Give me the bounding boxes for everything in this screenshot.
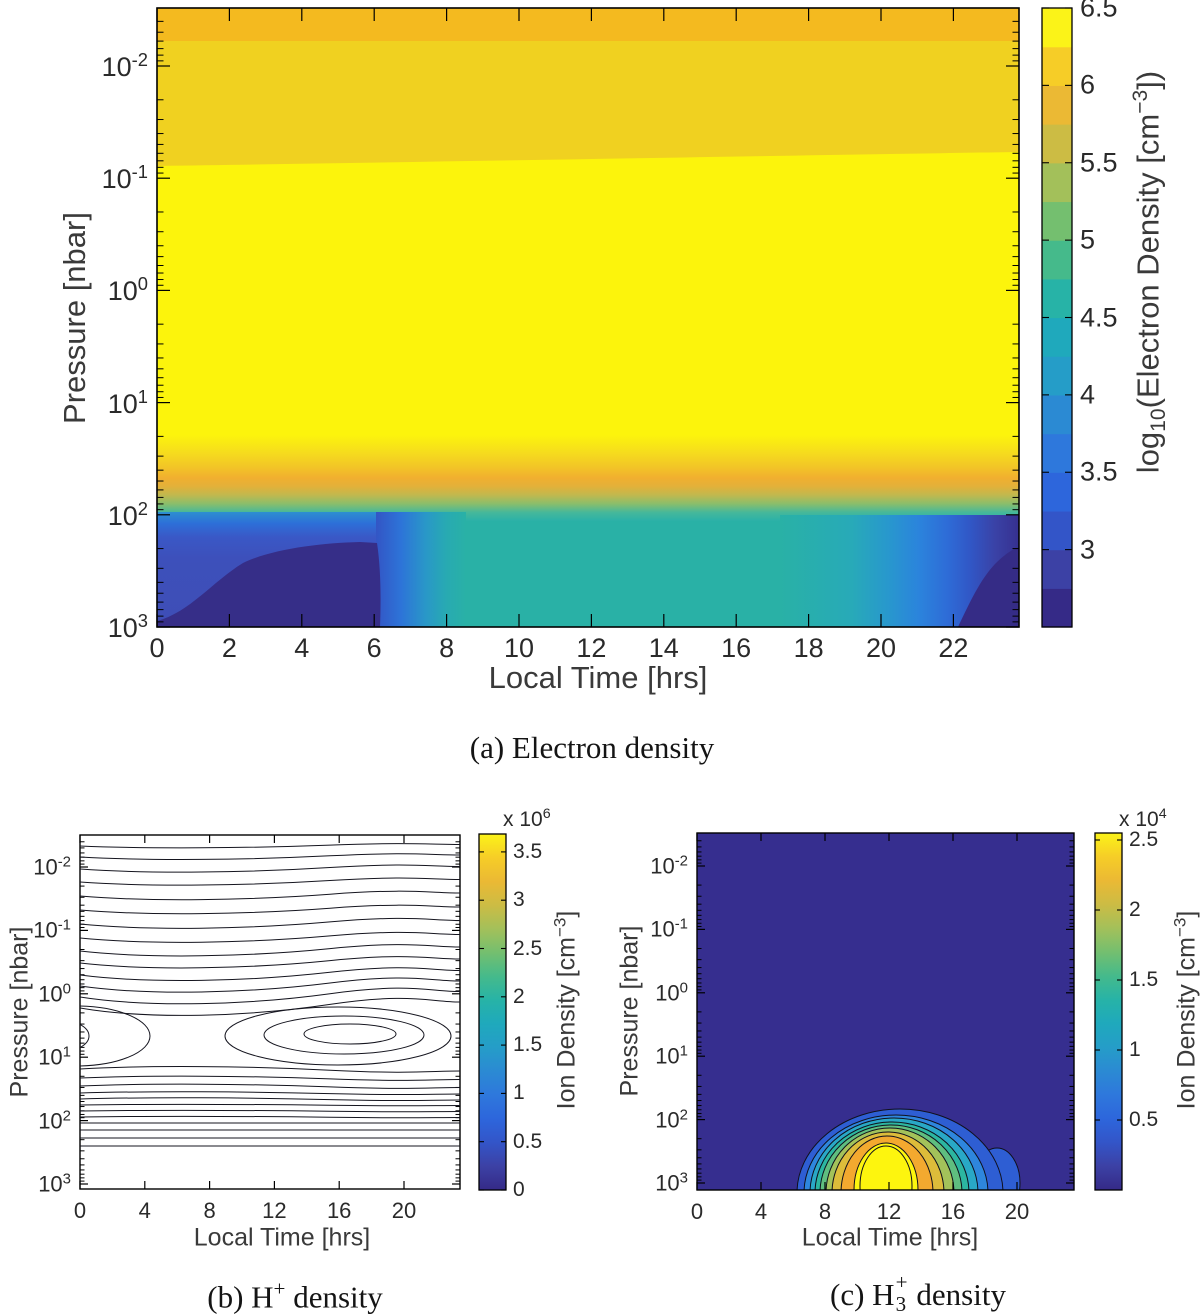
y-tick-label: 10-2 <box>33 853 71 880</box>
x-tick-label: 2 <box>221 633 237 663</box>
colorbar-tick-label: 0.5 <box>513 1129 543 1153</box>
plot-b-ylabel: Pressure [nbar] <box>5 926 34 1098</box>
colorbar-tick-label: 0 <box>513 1178 525 1201</box>
caption-c: (c) H +3 density <box>830 1269 1006 1316</box>
x-tick-label: 22 <box>938 633 969 663</box>
colorbar-tick-label: 4 <box>1080 379 1096 410</box>
x-tick-label: 12 <box>876 1199 902 1224</box>
x-tick-label: 14 <box>648 633 679 663</box>
y-tick-label: 10-1 <box>33 916 71 943</box>
plot-a-colorbar-label: log10(Electron Density [cm−3]) <box>1129 70 1170 474</box>
y-tick-label: 100 <box>107 273 148 307</box>
colorbar-tick-label: 6.5 <box>1080 0 1118 23</box>
colorbar <box>1041 7 1073 628</box>
x-tick-label: 16 <box>326 1198 352 1223</box>
plot-c-colorbar-label: Ion Density [cm−3] <box>1170 910 1200 1110</box>
x-tick-label: 4 <box>138 1198 151 1223</box>
y-tick-label: 100 <box>655 979 688 1006</box>
caption-b: (b) H+ density <box>207 1276 383 1315</box>
colorbar-tick-label: 2.5 <box>513 936 543 960</box>
colorbar-tick-label: 2 <box>1129 898 1141 921</box>
colorbar-tick-label: 0.5 <box>1129 1108 1159 1131</box>
x-tick-label: 0 <box>149 633 165 663</box>
x-tick-label: 20 <box>1004 1199 1030 1224</box>
x-tick-label: 0 <box>73 1198 87 1223</box>
axis-ticks <box>156 7 1020 628</box>
x-tick-label: 16 <box>721 633 752 663</box>
dusk-depletion-corner <box>958 547 1019 627</box>
colorbar-tick-label: 6 <box>1080 69 1096 100</box>
y-tick-label: 103 <box>655 1169 688 1196</box>
colorbar-tick-label: 2.5 <box>1129 828 1159 851</box>
colorbar-tick-label: 1 <box>513 1081 525 1105</box>
colorbar-tick-label: 3.5 <box>1080 456 1118 487</box>
y-tick-label: 103 <box>38 1170 71 1197</box>
plot-b-contour-lines <box>80 843 460 1147</box>
y-tick-label: 10-2 <box>101 48 148 83</box>
colorbar <box>1094 832 1123 1191</box>
x-tick-label: 8 <box>439 633 455 663</box>
y-tick-label: 10-1 <box>101 161 148 195</box>
x-tick-label: 8 <box>818 1199 832 1224</box>
x-tick-label: 20 <box>865 633 897 663</box>
plot-b-xlabel: Local Time [hrs] <box>193 1223 371 1252</box>
plot-c-colorbar-multiplier: x 104 <box>1119 806 1167 831</box>
y-tick-label: 102 <box>107 497 148 531</box>
plot-c-xlabel: Local Time [hrs] <box>801 1223 979 1252</box>
colorbar-tick-label: 3 <box>1080 534 1096 565</box>
x-tick-label: 6 <box>366 633 382 663</box>
y-tick-label: 10-1 <box>650 915 688 942</box>
x-tick-label: 4 <box>754 1199 768 1224</box>
colorbar <box>478 833 507 1191</box>
plot-a-xlabel: Local Time [hrs] <box>488 660 708 695</box>
plot-a-surface <box>157 8 1019 627</box>
colorbar-tick-label: 3.5 <box>513 839 543 863</box>
plot-a-ylabel: Pressure [nbar] <box>57 212 92 424</box>
colorbar-tick-label: 5.5 <box>1080 147 1118 178</box>
plot-c-surface <box>697 833 1074 1190</box>
colorbar-tick-label: 1.5 <box>513 1033 543 1057</box>
x-tick-label: 12 <box>262 1198 287 1223</box>
colorbar-tick-label: 1 <box>1129 1038 1141 1061</box>
colorbar-tick-label: 5 <box>1080 224 1096 255</box>
y-tick-label: 101 <box>655 1042 688 1069</box>
colorbar-tick-label: 1.5 <box>1129 968 1159 991</box>
x-tick-label: 12 <box>576 633 607 663</box>
x-tick-label: 20 <box>391 1198 417 1223</box>
x-tick-label: 8 <box>203 1198 216 1223</box>
y-tick-label: 100 <box>38 980 71 1007</box>
colorbar-tick-label: 2 <box>513 984 525 1008</box>
colorbar-tick-label: 3 <box>513 888 525 912</box>
axis-ticks <box>696 832 1075 1191</box>
y-tick-label: 102 <box>655 1105 688 1133</box>
night-depletion-blob <box>157 542 381 627</box>
colorbar-tick-label: 4.5 <box>1080 302 1118 332</box>
y-tick-label: 103 <box>107 609 148 644</box>
y-tick-label: 10-2 <box>650 852 688 879</box>
caption-a: (a) Electron density <box>469 730 715 765</box>
y-tick-label: 102 <box>38 1106 71 1134</box>
plot-b-colorbar-multiplier: x 106 <box>503 806 551 831</box>
y-tick-label: 101 <box>38 1043 71 1070</box>
y-tick-label: 101 <box>107 385 148 419</box>
plot-c-ylabel: Pressure [nbar] <box>615 925 644 1097</box>
x-tick-label: 4 <box>294 633 310 663</box>
x-tick-label: 18 <box>793 633 824 663</box>
x-tick-label: 0 <box>690 1199 704 1224</box>
x-tick-label: 10 <box>503 633 535 663</box>
x-tick-label: 16 <box>940 1199 966 1224</box>
plot-b-colorbar-label: Ion Density [cm−3] <box>550 910 581 1110</box>
